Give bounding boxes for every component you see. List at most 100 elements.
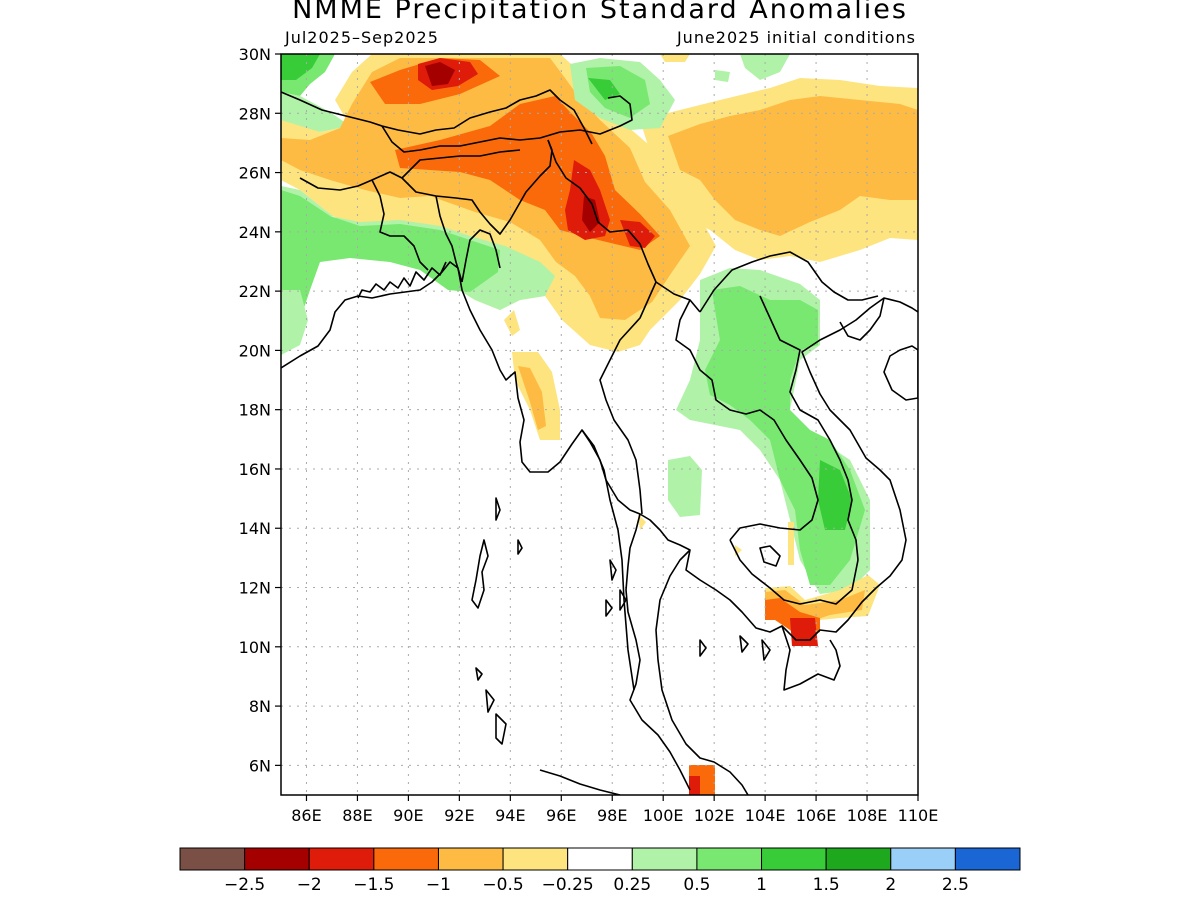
island [609,559,617,581]
map-frame [280,53,919,796]
lon-tick-label: 100E [643,806,684,825]
lon-tick-label: 110E [898,806,939,825]
anomaly-region [788,522,794,565]
longitude-axis: 86E 88E 90E 92E 94E 96E 98E 100E 102E 104E 106E 108… [291,795,938,825]
country-border [759,295,859,561]
anomaly-region [518,366,546,430]
colorbar-label: 2 [885,875,896,895]
anomaly-region [715,70,730,82]
anomaly-region [818,460,852,530]
island [495,497,501,521]
country-border [461,229,501,283]
anomaly-region [668,456,702,517]
colorbar-swatch [437,847,504,871]
lon-tick-label: 94E [495,806,525,825]
anomaly-region [689,776,700,795]
country-border [599,281,657,515]
anomaly-region [281,290,308,355]
country-border [547,139,701,313]
country-border [401,149,521,179]
colorbar-swatch [502,847,569,871]
anomaly-region [660,54,690,62]
lon-tick-label: 108E [847,806,888,825]
coastline [839,297,885,341]
lake [759,545,781,567]
anomaly-region [668,96,918,236]
lat-tick-label: 10N [239,638,271,657]
lon-tick-label: 92E [444,806,474,825]
lat-tick-label: 28N [239,104,271,123]
anomaly-region [281,190,500,350]
island [619,589,627,611]
lon-tick-label: 102E [694,806,735,825]
colorbar-label: 1 [756,875,767,895]
coastline [281,261,691,791]
country-border [371,179,429,271]
coastline [357,261,447,299]
colorbar-swatch [696,847,763,871]
country-border [675,299,819,541]
colorbar-swatch [954,847,1021,871]
lat-tick-label: 20N [239,341,271,360]
colorbar-swatch [179,847,246,871]
lat-tick-label: 30N [239,45,271,64]
island [761,639,771,661]
colorbar-swatch [825,847,892,871]
anomaly-region [281,54,320,80]
lat-tick-label: 12N [239,579,271,598]
lon-tick-label: 104E [745,806,786,825]
anomaly-shading [281,54,918,795]
colorbar-legend: −2.5 −2 −1.5 −1 −0.5 −0.25 0.25 0.5 1 1.5 2 2.5 [179,847,1021,895]
anomaly-region [790,618,818,646]
country-border [729,539,859,605]
forecast-period: Jul2025–Sep2025 [285,28,439,47]
lat-tick-label: 16N [239,460,271,479]
country-border [699,251,879,313]
anomaly-region [638,514,646,530]
coastline [539,769,621,795]
coastline [581,429,635,691]
colorbar-swatch [567,847,633,871]
country-border [381,95,633,153]
country-border [281,89,593,145]
coastline [883,345,918,401]
country-border [299,139,553,235]
coastline [655,549,749,795]
island [475,667,483,681]
colorbar-label: 0.25 [613,875,651,895]
colorbar-swatch [631,847,698,871]
lon-tick-label: 96E [546,806,576,825]
lon-tick-label: 90E [393,806,423,825]
colorbar-swatch [373,847,439,871]
latitude-axis: 30N 28N 26N 24N 22N 20N 18N 16N 14N 12N 10N 8N 6N [239,45,281,775]
anomaly-region [281,92,350,132]
island [471,539,489,609]
lat-tick-label: 22N [239,282,271,301]
island [739,635,749,653]
island [605,599,613,617]
colorbar-label: 0.5 [683,875,710,895]
colorbar-label: 2.5 [942,875,969,895]
anomaly-region [740,54,790,80]
lat-tick-label: 26N [239,164,271,183]
lat-tick-label: 6N [249,756,271,775]
island [495,713,507,745]
colorbar-label: −2 [297,875,322,895]
map-title: NMME Precipitation Standard Anomalies [292,0,908,25]
lat-tick-label: 8N [249,697,271,716]
island [517,539,523,555]
coastline [781,625,841,691]
coastline [639,297,918,641]
lat-tick-label: 24N [239,223,271,242]
colorbar-label: −0.25 [542,875,594,895]
colorbar-swatch [244,847,310,871]
anomaly-region [504,310,520,336]
colorbar-label: −1 [426,875,451,895]
lon-tick-label: 86E [291,806,321,825]
island [485,689,495,713]
lon-tick-label: 98E [597,806,627,825]
anomaly-region [281,58,690,320]
lat-tick-label: 18N [239,401,271,420]
colorbar-swatch [890,847,956,871]
colorbar-swatch [308,847,375,871]
